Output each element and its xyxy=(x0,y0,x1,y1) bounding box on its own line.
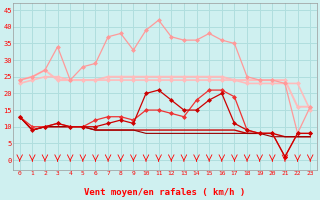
X-axis label: Vent moyen/en rafales ( km/h ): Vent moyen/en rafales ( km/h ) xyxy=(84,188,245,197)
